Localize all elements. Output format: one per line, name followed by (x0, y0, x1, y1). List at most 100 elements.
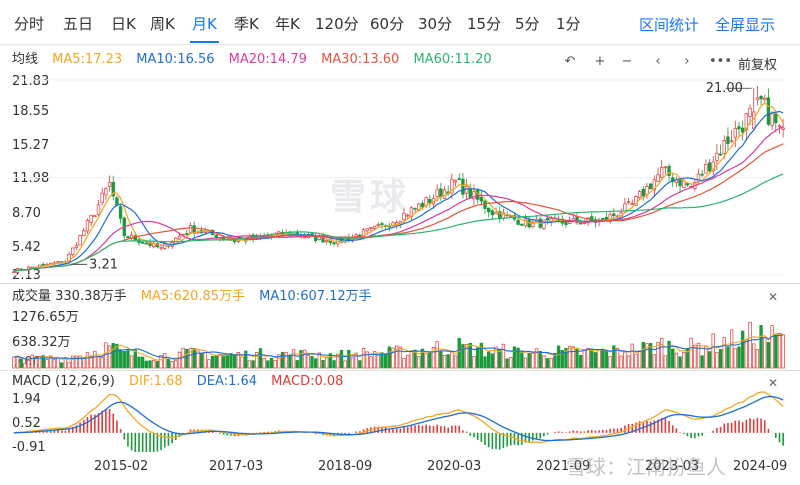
candle-body (652, 179, 657, 191)
volume-bar (446, 354, 450, 369)
volume-bar (424, 353, 428, 369)
x-tick-3: 2020-03 (427, 459, 482, 474)
volume-bar (494, 346, 498, 369)
candle-body (763, 97, 767, 100)
tab-year-k[interactable]: 年K (275, 15, 300, 33)
volume-bar (475, 347, 480, 369)
candle-body (354, 234, 358, 237)
volume-bar (766, 342, 771, 369)
pan-right-icon[interactable]: › (684, 54, 690, 69)
zoom-in-icon[interactable]: + (594, 54, 606, 69)
tab-five-day[interactable]: 五日 (63, 15, 94, 33)
volume-bar (67, 361, 71, 369)
adjust-mode-button[interactable]: 前复权 (738, 58, 778, 73)
volume-bar (601, 348, 605, 369)
volume-bar (325, 357, 329, 369)
tab-30min[interactable]: 30分 (418, 15, 453, 33)
reset-icon[interactable]: ↶ (564, 54, 576, 69)
volume-bar (534, 348, 539, 369)
tab-60min[interactable]: 60分 (370, 15, 405, 33)
volume-bar (225, 353, 230, 369)
volume-bar (523, 357, 528, 369)
volume-bar (37, 356, 42, 369)
volume-bar (78, 355, 82, 369)
candle-body (369, 227, 373, 229)
tab-1min[interactable]: 1分 (556, 15, 581, 33)
zoom-out-icon[interactable]: − (621, 54, 633, 69)
candle-body (420, 202, 425, 208)
volume-bar (314, 358, 318, 369)
tab-quarter-k[interactable]: 季K (234, 15, 259, 33)
price-tick-1: 18.55 (12, 104, 50, 119)
volume-bar (317, 352, 322, 369)
volume-bar (571, 346, 576, 369)
volume-bar (41, 355, 45, 369)
x-tick-1: 2017-03 (209, 459, 264, 474)
volume-bar (288, 355, 292, 369)
volume-bar (192, 348, 196, 369)
volume-bar (637, 350, 642, 369)
volume-bar (564, 348, 568, 369)
volume-bar (590, 348, 594, 369)
divider (0, 370, 800, 371)
candle-body (523, 218, 528, 227)
tab-120min[interactable]: 120分 (315, 15, 359, 33)
volume-bar (255, 351, 259, 369)
fullscreen-link[interactable]: 全屏显示 (715, 16, 776, 34)
volume-bar (759, 325, 763, 369)
volume-bar (89, 356, 93, 369)
high-marker-label: 21.00 (706, 81, 743, 96)
candle-body (718, 153, 723, 156)
candle-body (100, 192, 104, 204)
volume-bar (774, 334, 778, 369)
volume-bar (560, 350, 564, 369)
volume-bar (347, 349, 351, 369)
volume-bar (233, 354, 237, 369)
candle-body (148, 241, 152, 247)
volume-bar (280, 351, 285, 369)
price-tick-4: 8.70 (12, 206, 41, 221)
volume-bar (579, 354, 583, 369)
tab-15min[interactable]: 15分 (467, 15, 502, 33)
price-tick-0: 21.83 (12, 74, 50, 89)
candle-body (93, 215, 97, 218)
candle-body (630, 203, 634, 205)
volume-bar (406, 354, 410, 369)
x-tick-5: 2023-03 (645, 459, 700, 474)
volume-bar (593, 352, 598, 369)
candle-body (645, 185, 649, 195)
candle-body (637, 191, 642, 199)
candle-body (406, 214, 410, 217)
candle-body (781, 127, 785, 130)
volume-bar (383, 354, 388, 369)
close-macd-icon[interactable]: ✕ (767, 376, 779, 390)
volume-bar (15, 355, 20, 369)
volume-bar (23, 363, 27, 369)
candle-body (487, 207, 491, 213)
tab-day-k[interactable]: 日K (111, 15, 136, 33)
candle-body (520, 223, 524, 226)
volume-bar (82, 358, 86, 369)
volume-legend: 成交量 330.38万手 MA5:620.85万手 MA10:607.12万手 (12, 289, 382, 305)
close-volume-icon[interactable]: ✕ (767, 290, 779, 304)
tab-fenshi[interactable]: 分时 (14, 15, 45, 33)
volume-bar (604, 350, 609, 369)
interval-stats-link[interactable]: 区间统计 (639, 16, 700, 34)
candle-body (516, 219, 520, 225)
volume-bar (107, 345, 112, 369)
candle-body (542, 219, 546, 229)
volume-bar (671, 348, 675, 369)
candle-body (450, 178, 454, 194)
volume-bar (48, 355, 53, 369)
volume-bar (277, 354, 281, 369)
candle-body (755, 97, 760, 101)
candle-body (656, 174, 660, 182)
tab-month-k[interactable]: 月K (190, 15, 219, 43)
volume-bar (174, 360, 178, 369)
tab-week-k[interactable]: 周K (150, 15, 175, 33)
candle-body (759, 96, 763, 100)
tab-5min[interactable]: 5分 (515, 15, 540, 33)
volume-bar (343, 360, 347, 369)
pan-left-icon[interactable]: ‹ (655, 54, 661, 69)
